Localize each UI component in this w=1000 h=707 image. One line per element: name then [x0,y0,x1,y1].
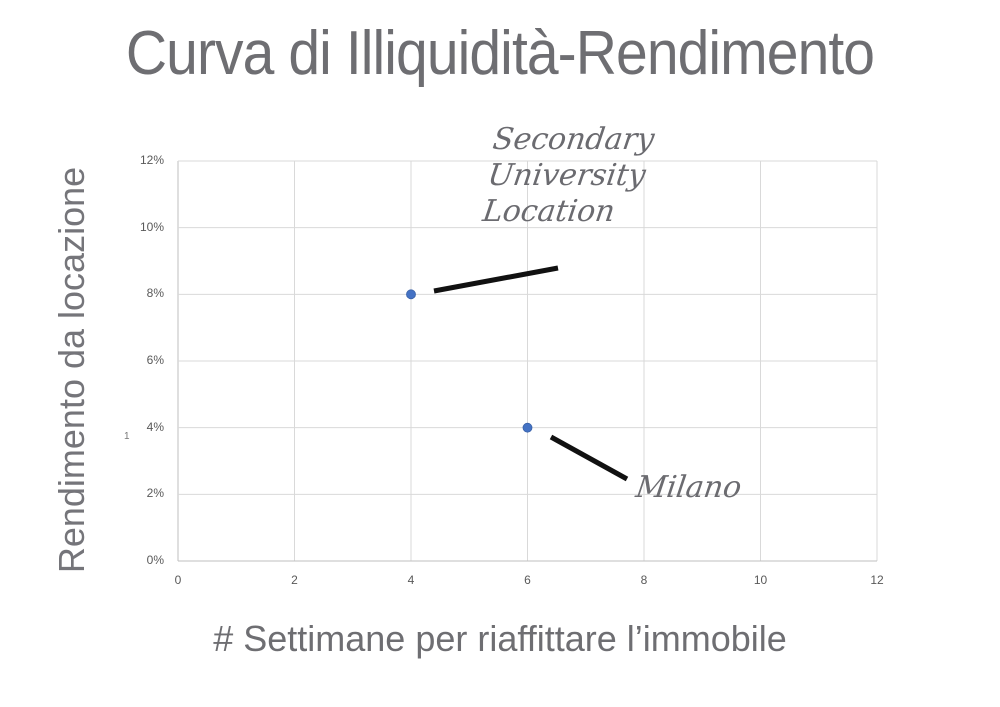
annotation-secondary-university: Secondary University Location [480,122,657,230]
y-tick-label: 6% [146,353,164,367]
data-point [406,289,416,300]
x-tick-label: 12 [870,573,884,587]
annotation-line: Milano [633,470,744,505]
y-tick-label: 8% [146,286,164,301]
y-tick-label: 2% [146,486,164,501]
callout-line-secondary [433,265,559,294]
gridlines [177,160,878,562]
callout-line-milano [549,434,629,482]
y-tick-label: 12% [139,153,164,167]
y-tick-label: 10% [139,219,164,234]
x-tick-label: 4 [407,573,415,587]
annotation-line: Secondary [490,122,657,157]
x-tick-label: 2 [291,573,298,587]
annotation-line: Location [480,194,618,229]
stray-mark: 1 [124,431,130,442]
data-points [406,289,533,433]
y-tick-label: 4% [146,419,164,434]
x-axis-label: # Settimane per riaffittare l’immobile [213,618,787,659]
x-tick-label: 6 [524,573,531,587]
annotation-line: University [485,158,648,193]
data-point [522,422,533,433]
chart-title: Curva di Illiquidità-Rendimento [125,19,875,88]
x-tick-label: 8 [640,573,648,587]
x-tick-label: 0 [174,573,182,587]
y-tick-label: 0% [146,553,164,567]
x-tick-label: 10 [753,573,768,587]
annotation-milano: Milano [633,470,744,506]
